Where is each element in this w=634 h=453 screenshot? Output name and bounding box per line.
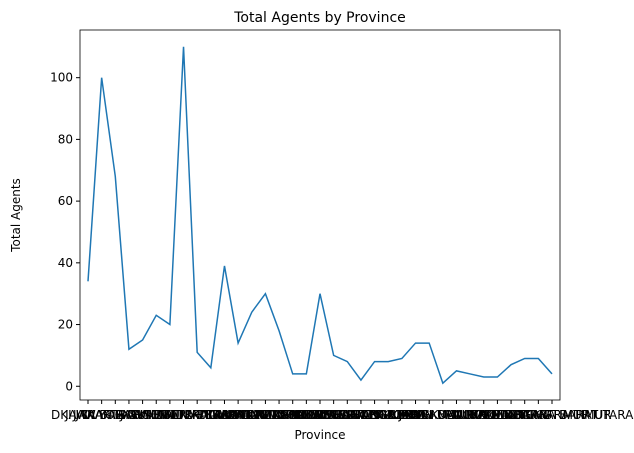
x-tick-label: MALUKU UTARA	[437, 408, 531, 422]
x-tick-label: RIAU	[196, 408, 225, 422]
x-tick-label: KALIMANTAN TENGAH	[227, 408, 358, 422]
x-tick-label: KALIMANTAN TIMUR UTARA	[471, 408, 634, 422]
x-tick-label: DI YOGYAKARTA	[82, 408, 177, 422]
x-tick-label: SULAWESI UTARA	[281, 408, 387, 422]
y-axis-label: Total Agents	[9, 178, 23, 253]
x-tick-label: JAWA TIMUR	[119, 408, 192, 422]
y-tick-label: 0	[65, 379, 73, 393]
x-tick-label: SULAWESI SELATAN	[261, 408, 379, 422]
x-tick-label: JAMBI	[398, 408, 433, 422]
line	[87, 46, 553, 385]
chart-title: Total Agents by Province	[233, 10, 406, 26]
x-tick-label: SULAWESI BARAT	[322, 408, 427, 422]
x-tick-label: KALIMANTAN BARAT	[192, 408, 313, 422]
x-tick-label: MALUKU	[445, 408, 495, 422]
x-axis-label: Province	[294, 428, 345, 442]
x-tick-label: KALIMANTAN TIMUR	[206, 408, 325, 422]
x-tick-label: BENGKULU	[397, 408, 462, 422]
plot-frame	[79, 29, 561, 401]
x-tick-label: LAMPUNG	[208, 408, 268, 422]
x-tick-label: ACEH	[385, 408, 418, 422]
x-tick-label: GORONTALO	[350, 408, 426, 422]
x-tick-label: KALIMANTAN UTARA	[246, 408, 367, 422]
x-tick-label: DKI JAKARTA	[51, 408, 126, 422]
x-tick-label: SULAWESI TENGAH	[289, 408, 405, 422]
y-tick-label: 20	[58, 318, 73, 332]
y-tick-label: 80	[58, 132, 73, 146]
x-tick-label: PAPUA	[478, 408, 518, 422]
x-tick-label: NUSA TENGGARA BARAT	[451, 408, 599, 422]
x-tick-label: BALI	[157, 408, 184, 422]
x-tick-label: PAPUA BARAT	[470, 408, 552, 422]
y-tick-label: 40	[58, 256, 73, 270]
x-tick-label: KALIMANTAN SELATAN	[212, 408, 346, 422]
x-tick-label: BANTEN	[118, 408, 167, 422]
x-tick-label: JAWA TENGAH	[72, 408, 158, 422]
x-tick-label: SULAWESI TENGGARA	[295, 408, 428, 422]
x-tick-label: KEPULAUAN BANGKA BELITUNG	[361, 408, 552, 422]
x-tick-label: JAWA BARAT	[64, 408, 139, 422]
x-tick-label: SUMATERA SELATAN	[164, 408, 286, 422]
x-tick-label: NUSA TENGGARA TIMUR	[465, 408, 612, 422]
x-tick-label: KEPULAUAN RIAU	[390, 408, 495, 422]
y-tick-label: 100	[50, 71, 73, 85]
x-tick-label: SUMATERA BARAT	[143, 408, 251, 422]
x-tick-label: SUMATERA UTARA	[129, 408, 238, 422]
y-tick-label: 60	[58, 194, 73, 208]
